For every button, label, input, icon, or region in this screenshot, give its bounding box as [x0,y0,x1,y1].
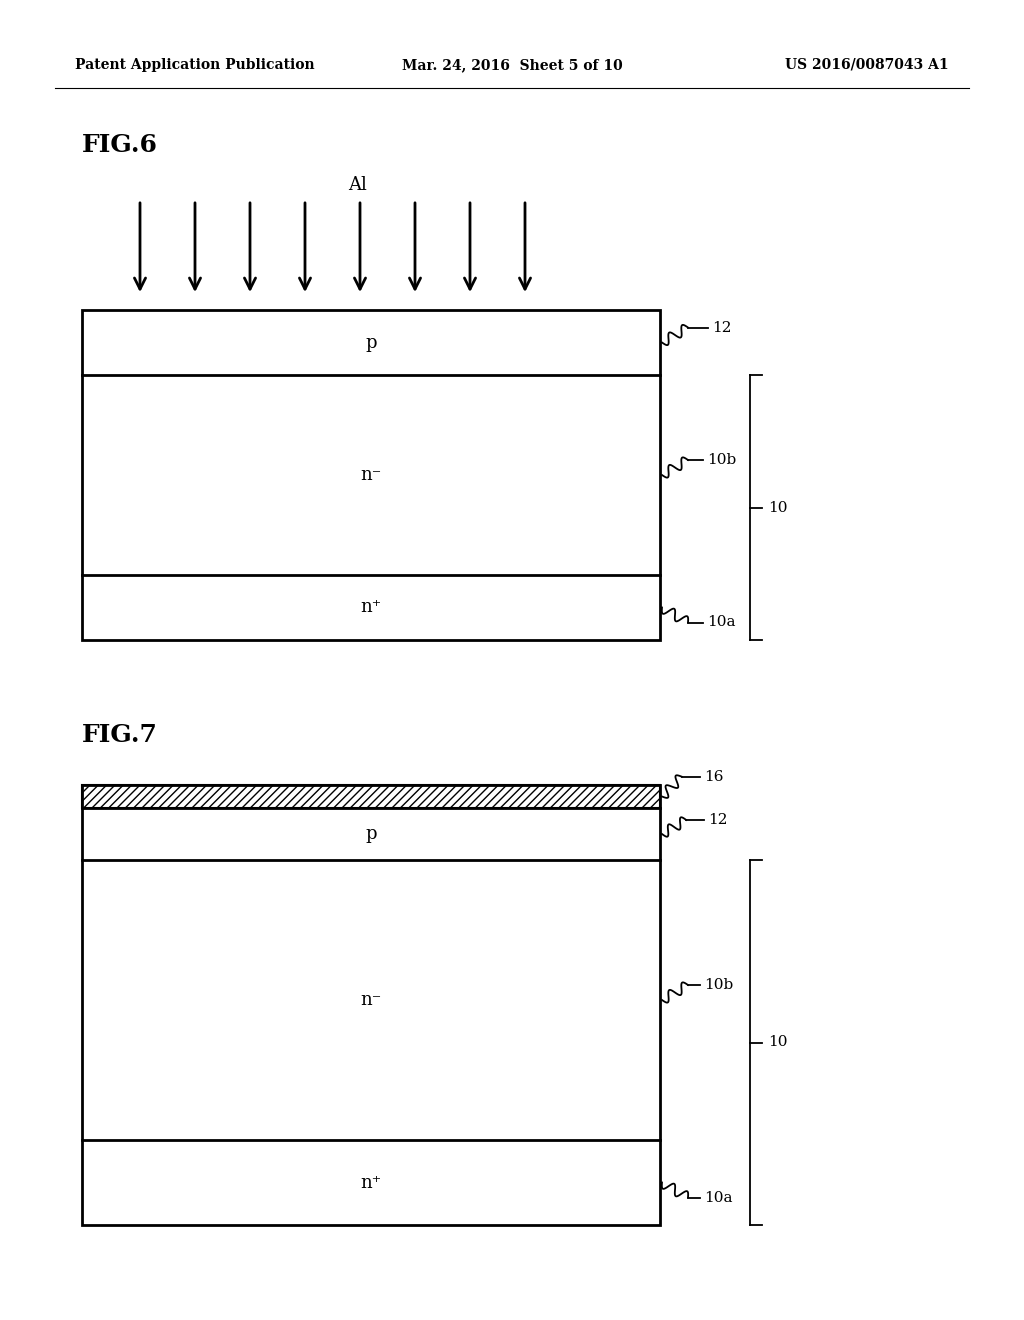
Text: 10: 10 [768,1035,787,1049]
Text: n⁻: n⁻ [360,991,382,1008]
Text: 12: 12 [709,813,728,828]
Text: p: p [366,334,377,351]
Text: 10b: 10b [703,978,733,993]
Text: Al: Al [348,176,368,194]
Text: Mar. 24, 2016  Sheet 5 of 10: Mar. 24, 2016 Sheet 5 of 10 [401,58,623,73]
Text: 10a: 10a [707,615,735,630]
Text: 10b: 10b [707,453,736,467]
Text: 10: 10 [768,500,787,515]
Bar [82,310,660,640]
Text: 10a: 10a [703,1191,732,1204]
Text: p: p [366,825,377,843]
Text: FIG.7: FIG.7 [82,723,158,747]
Text: 12: 12 [712,321,731,334]
Text: FIG.6: FIG.6 [82,133,158,157]
Bar [82,785,660,1225]
Text: n⁺: n⁺ [360,598,382,616]
Text: 16: 16 [703,770,723,784]
Text: n⁺: n⁺ [360,1173,382,1192]
Text: US 2016/0087043 A1: US 2016/0087043 A1 [785,58,949,73]
Text: Patent Application Publication: Patent Application Publication [75,58,314,73]
Bar [82,785,660,808]
Text: n⁻: n⁻ [360,466,382,484]
